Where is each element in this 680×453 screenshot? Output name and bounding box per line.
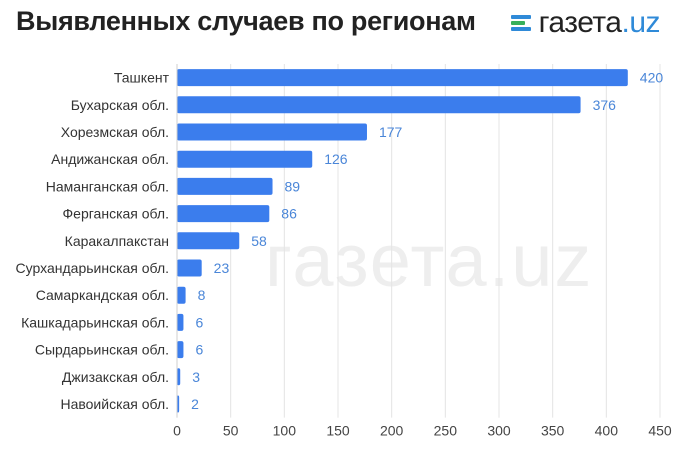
data-label: 8 xyxy=(198,287,206,303)
x-tick-label: 150 xyxy=(326,423,350,439)
data-label: 420 xyxy=(640,70,664,86)
category-label: Самаркандская обл. xyxy=(36,287,169,303)
data-label: 2 xyxy=(191,396,199,412)
bar xyxy=(177,177,273,195)
x-tick-label: 450 xyxy=(648,423,672,439)
gazeta-logo: газета.uz xyxy=(510,6,661,40)
x-tick-label: 100 xyxy=(273,423,297,439)
category-label: Бухарская обл. xyxy=(71,97,169,113)
bar xyxy=(177,123,367,141)
data-label: 6 xyxy=(195,342,203,358)
bar xyxy=(177,259,202,277)
data-label: 376 xyxy=(593,97,617,113)
data-label: 23 xyxy=(214,260,230,276)
bar xyxy=(177,395,180,413)
x-tick-label: 0 xyxy=(173,423,181,439)
bar xyxy=(177,96,581,114)
data-label: 58 xyxy=(251,233,267,249)
chart-title: Выявленных случаев по регионам xyxy=(16,6,476,36)
bar xyxy=(177,69,628,87)
category-label: Андижанская обл. xyxy=(51,151,169,167)
category-label: Кашкадарьинская обл. xyxy=(21,314,169,330)
x-tick-label: 200 xyxy=(380,423,404,439)
bar xyxy=(177,313,184,331)
x-tick-label: 400 xyxy=(595,423,619,439)
logo-stripes-icon xyxy=(510,13,533,33)
category-label: Ташкент xyxy=(114,70,170,86)
category-label: Сырдарьинская обл. xyxy=(35,342,169,358)
x-tick-label: 50 xyxy=(223,423,239,439)
category-label: Навоийская обл. xyxy=(60,396,169,412)
data-label: 86 xyxy=(281,206,297,222)
bar xyxy=(177,205,270,223)
category-label: Джизакская обл. xyxy=(62,369,169,385)
category-label: Наманганская обл. xyxy=(46,178,169,194)
bar xyxy=(177,286,186,304)
x-tick-label: 300 xyxy=(487,423,511,439)
x-tick-label: 350 xyxy=(541,423,565,439)
watermark: газета.uz xyxy=(265,219,594,302)
category-label: Ферганская обл. xyxy=(63,206,169,222)
category-label: Каракалпакстан xyxy=(65,233,169,249)
bar xyxy=(177,341,184,359)
data-label: 177 xyxy=(379,124,403,140)
x-tick-label: 250 xyxy=(434,423,458,439)
data-label: 89 xyxy=(285,178,301,194)
bar xyxy=(177,368,181,386)
data-label: 126 xyxy=(324,151,348,167)
category-label: Хорезмская обл. xyxy=(61,124,169,140)
data-label: 3 xyxy=(192,369,200,385)
bar xyxy=(177,150,313,168)
data-label: 6 xyxy=(195,314,203,330)
bar xyxy=(177,232,240,250)
logo-text: газета.uz xyxy=(538,6,661,39)
category-label: Сурхандарьинская обл. xyxy=(16,260,169,276)
